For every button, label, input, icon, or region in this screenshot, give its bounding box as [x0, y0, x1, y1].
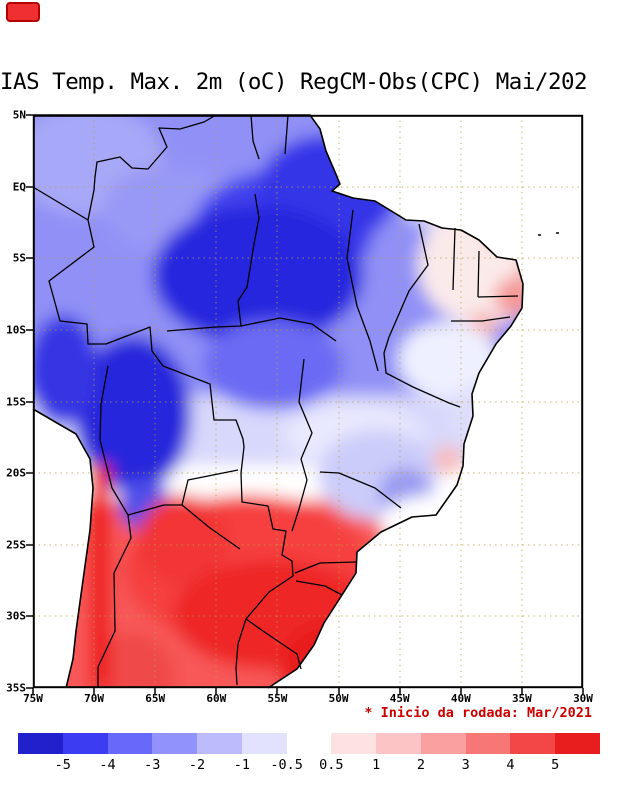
colorbar [18, 733, 600, 754]
lon-tick-label: 40W [450, 692, 471, 705]
colorbar-cell [62, 733, 108, 754]
lat-tick-label: 5S [12, 251, 26, 265]
colorbar-tick-label: -5 [54, 757, 71, 773]
colorbar-tick-label: -2 [188, 757, 206, 773]
lat-tick-label: 25S [6, 538, 26, 552]
tick-marks [26, 114, 584, 695]
run-start-note: * Inicio da rodada: Mar/2021 [364, 705, 592, 721]
lat-tick-label: 35S [6, 681, 26, 695]
colorbar-cell [465, 733, 511, 754]
lon-tick-label: 45W [389, 692, 410, 705]
colorbar-tick-label: 1 [372, 757, 381, 773]
lat-tick-label: 10S [6, 323, 26, 337]
colorbar-cell [107, 733, 153, 754]
colorbar-cell [555, 733, 600, 754]
colorbar-labels: -5 -4 -3 -2 -1 -0.5 0.5 1 2 3 4 5 [18, 757, 600, 775]
colorbar-tick-label: 2 [416, 757, 425, 773]
page-title: IAS Temp. Max. 2m (oC) RegCM-Obs(CPC) Ma… [0, 69, 588, 95]
lat-tick-label: 15S [6, 395, 26, 408]
colorbar-cell [331, 733, 377, 754]
colorbar-tick-label: 3 [461, 757, 470, 773]
map-area [26, 114, 584, 695]
gridlines [33, 115, 583, 688]
colorbar-cell [152, 733, 198, 754]
colorbar-cell [510, 733, 556, 754]
lon-tick-label: 75W [23, 692, 43, 705]
map-frame [26, 114, 584, 695]
colorbar-tick-label: -3 [144, 757, 161, 773]
colorbar-tick-label: 5 [551, 757, 560, 773]
colorbar-cell [286, 733, 332, 754]
lon-tick-label: 30W [573, 692, 593, 705]
lon-axis: 75W 70W 65W 60W 55W 50W 45W 40W 35W 30W [23, 692, 593, 706]
lon-tick-label: 70W [84, 692, 105, 705]
colorbar-cell [376, 733, 421, 754]
colorbar-tick-label: -0.5 [270, 757, 303, 773]
lat-tick-label: EQ [12, 180, 26, 194]
lat-tick-label: 20S [6, 466, 26, 480]
political-boundaries [32, 114, 519, 688]
lon-tick-label: 65W [145, 692, 166, 705]
island-dots [538, 232, 559, 236]
anomaly-map [26, 114, 584, 695]
lon-tick-label: 50W [328, 692, 349, 705]
lon-tick-label: 35W [511, 692, 532, 705]
colorbar-tick-label: 0.5 [319, 757, 344, 773]
lon-tick-label: 60W [206, 692, 227, 705]
colorbar-cell [197, 733, 242, 754]
colorbar-tick-label: 4 [506, 757, 515, 773]
coastline [32, 114, 524, 689]
lat-axis: 5N EQ 5S 10S 15S 20S 25S 30S 35S [0, 109, 29, 695]
lat-tick-label: 30S [6, 609, 26, 623]
lon-tick-label: 55W [267, 692, 288, 705]
colorbar-tick-label: -1 [233, 757, 250, 773]
colorbar-cell [18, 733, 63, 754]
colorbar-cell [420, 733, 466, 754]
colorbar-cell [241, 733, 287, 754]
colorbar-tick-label: -4 [99, 757, 116, 773]
corner-color-swatch [6, 2, 40, 22]
lat-tick-label: 5N [12, 108, 26, 122]
